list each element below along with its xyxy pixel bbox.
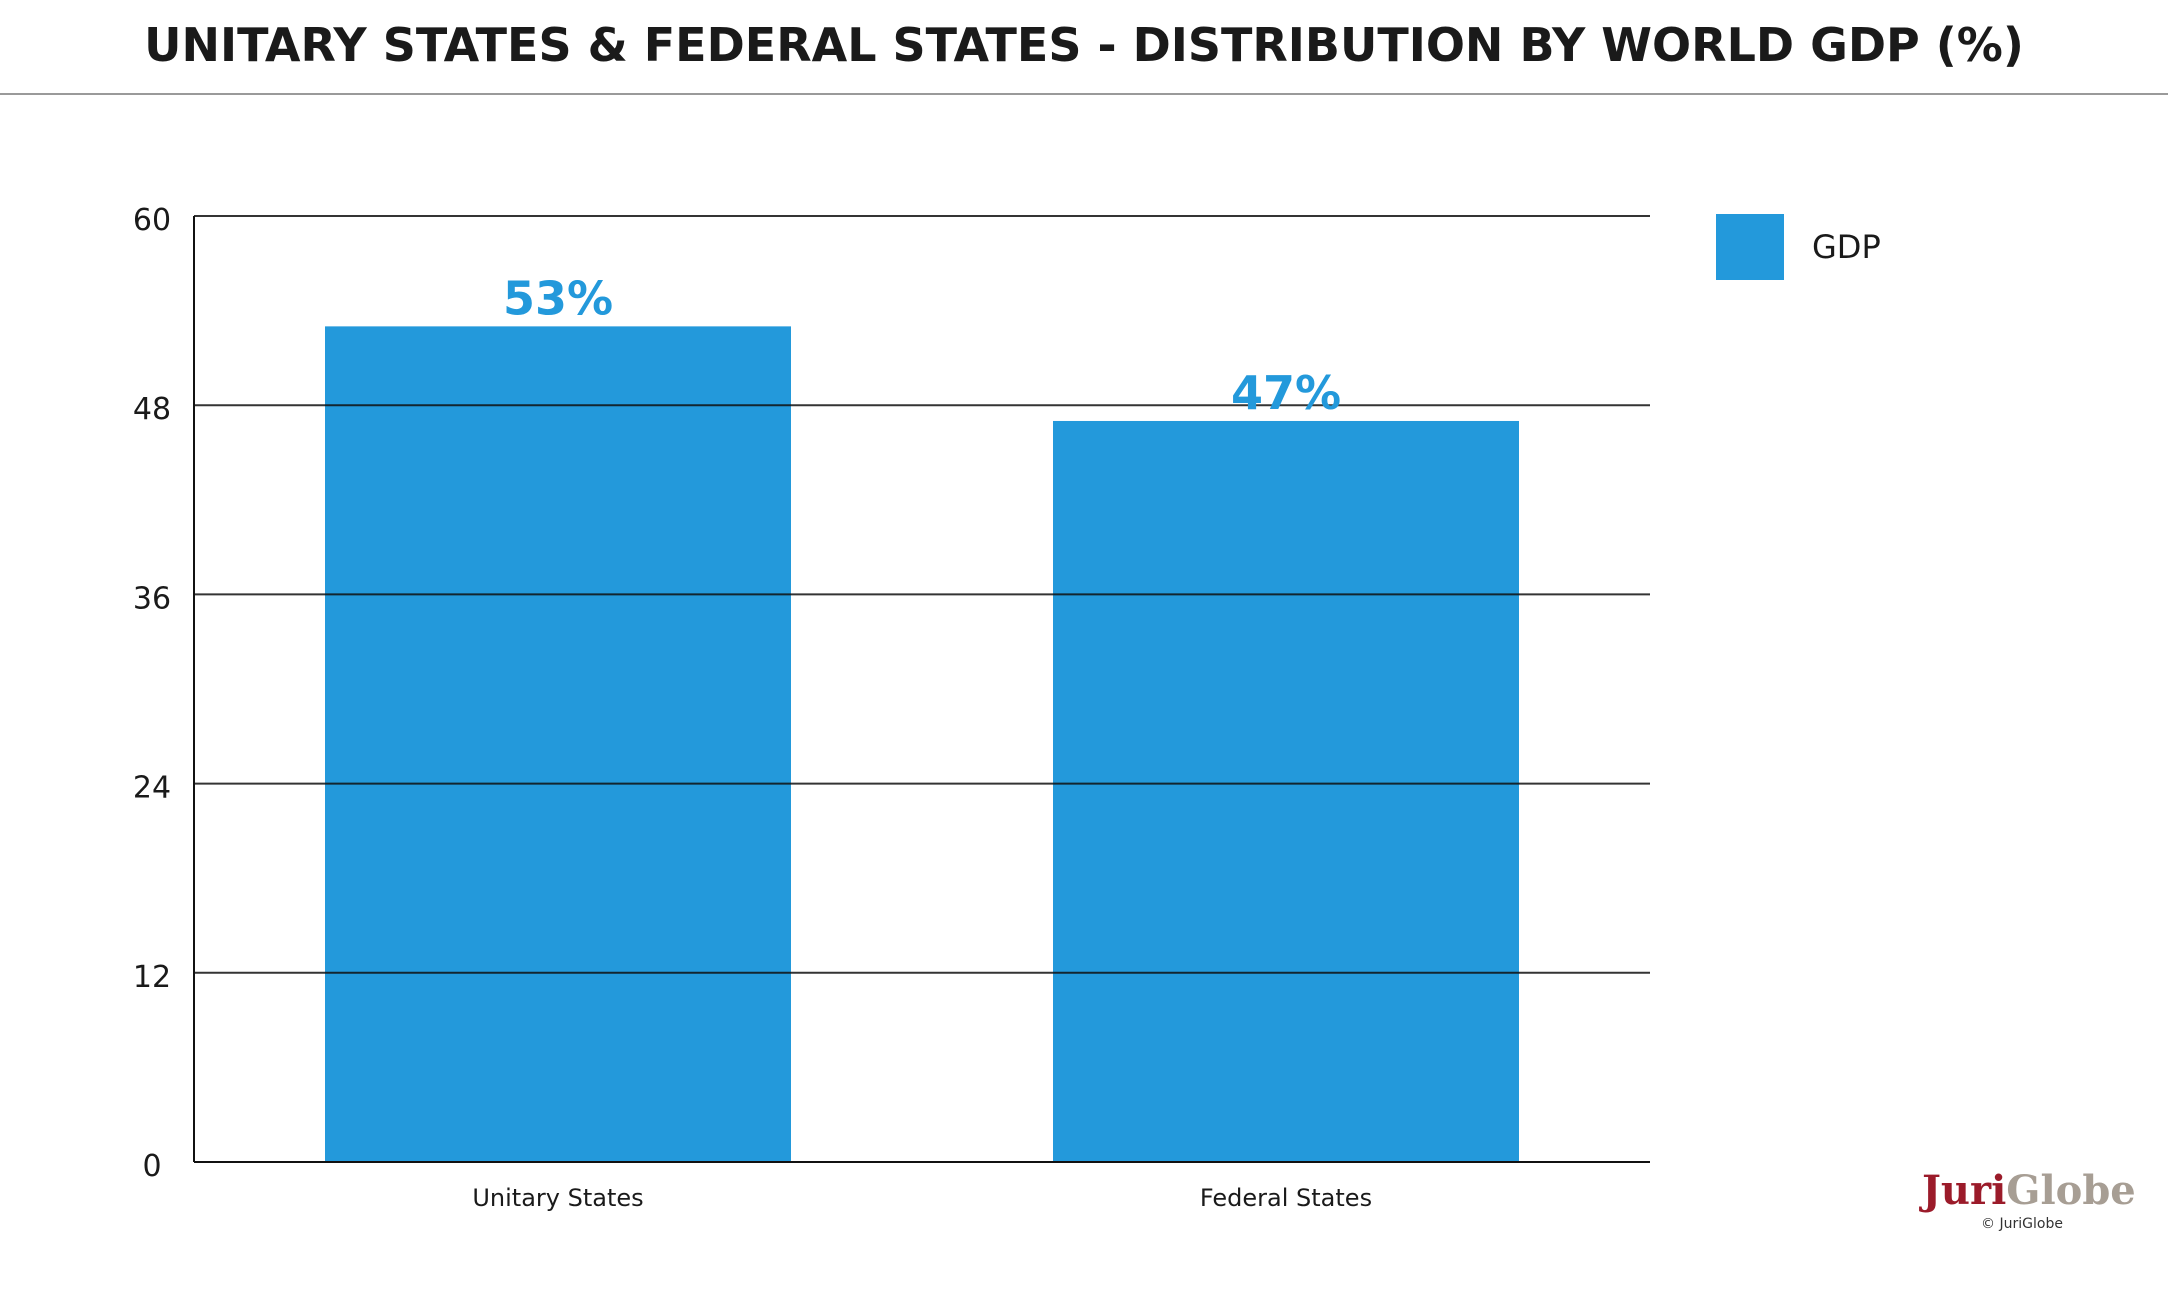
data-label-2: 47% (1231, 366, 1341, 420)
logo-copyright: © JuriGlobe (1981, 1216, 2063, 1232)
y-tick-label-0: 0 (142, 1149, 161, 1184)
title-divider (0, 93, 2168, 95)
x-tick-label-2: Federal States (1200, 1184, 1372, 1212)
y-tick-label-24: 24 (133, 771, 171, 806)
legend-label-gdp: GDP (1812, 228, 1881, 266)
bar-2 (1053, 420, 1519, 1162)
y-tick-label-60: 60 (133, 203, 171, 238)
logo-word-part2: Globe (2006, 1167, 2136, 1214)
bar-1 (325, 326, 791, 1162)
legend: GDP (1716, 214, 1881, 280)
x-tick-label-1: Unitary States (472, 1184, 643, 1212)
data-label-1: 53% (503, 271, 613, 325)
y-tick-label-12: 12 (133, 960, 171, 995)
y-tick-label-48: 48 (133, 392, 171, 427)
logo-word-part1: Juri (1922, 1167, 2007, 1214)
juriglobe-logo: JuriGlobe © JuriGlobe (1922, 1167, 2136, 1233)
logo-wordmark: JuriGlobe (1922, 1167, 2136, 1214)
chart-title: UNITARY STATES & FEDERAL STATES - DISTRI… (144, 18, 2024, 72)
y-tick-label-36: 36 (133, 581, 171, 616)
legend-swatch-gdp (1716, 214, 1784, 280)
